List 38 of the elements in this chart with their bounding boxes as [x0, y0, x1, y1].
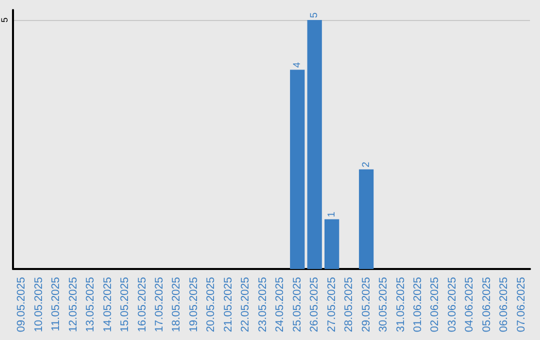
x-tick-label: 30.05.2025 — [378, 277, 390, 332]
data-label: 2 — [360, 161, 372, 168]
x-tick-label: 07.06.2025 — [515, 277, 528, 332]
x-tick-label: 29.05.2025 — [360, 277, 372, 332]
x-tick-label: 31.05.2025 — [394, 277, 407, 332]
x-tick-label: 04.06.2025 — [464, 277, 476, 332]
x-tick-label: 13.05.2025 — [84, 277, 97, 332]
x-tick-label: 14.05.2025 — [102, 277, 114, 332]
data-label: 4 — [292, 62, 303, 68]
x-tick-label: 19.05.2025 — [188, 277, 200, 332]
x-tick-label: 21.05.2025 — [222, 277, 234, 332]
x-tick-label: 18.05.2025 — [170, 277, 183, 332]
x-tick-label: 03.06.2025 — [446, 277, 458, 332]
x-tick-label: 20.05.2025 — [205, 277, 218, 332]
x-tick-label: 09.05.2025 — [16, 277, 28, 332]
x-tick-label: 28.05.2025 — [343, 277, 356, 332]
bar — [307, 20, 322, 269]
x-tick-label: 02.06.2025 — [429, 277, 442, 332]
x-tick-label: 17.05.2025 — [153, 277, 166, 332]
x-tick-label: 24.05.2025 — [274, 277, 286, 332]
bar — [324, 219, 340, 269]
data-label: 5 — [309, 12, 320, 18]
x-tick-label: 22.05.2025 — [240, 277, 252, 332]
x-tick-label: 16.05.2025 — [136, 277, 148, 332]
x-tick-label: 05.06.2025 — [480, 277, 493, 332]
x-tick-label: 27.05.2025 — [326, 277, 338, 332]
bar — [290, 70, 305, 269]
x-tick-label: 12.05.2025 — [67, 277, 80, 332]
x-tick-label: 01.06.2025 — [412, 277, 424, 332]
x-tick-label: 26.05.2025 — [308, 277, 321, 332]
data-label: 1 — [326, 211, 338, 218]
x-tick-label: 15.05.2025 — [119, 277, 132, 332]
bar — [358, 169, 374, 269]
x-tick-label: 25.05.2025 — [291, 277, 304, 332]
x-tick-label: 23.05.2025 — [256, 277, 269, 332]
x-tick-label: 10.05.2025 — [32, 277, 45, 332]
x-tick-label: 11.05.2025 — [50, 277, 62, 332]
x-tick-label: 06.06.2025 — [498, 277, 510, 332]
